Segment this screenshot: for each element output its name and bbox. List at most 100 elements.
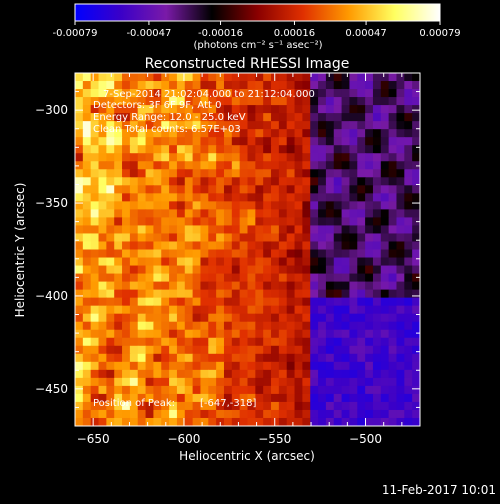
- heatmap-cell: [184, 113, 194, 122]
- heatmap-cell: [310, 393, 319, 403]
- heatmap-cell: [231, 273, 241, 283]
- heatmap-cell: [184, 137, 194, 146]
- heatmap-cell: [294, 265, 303, 275]
- heatmap-cell: [98, 353, 107, 363]
- heatmap-cell: [106, 305, 115, 315]
- heatmap-cell: [223, 81, 233, 90]
- heatmap-cell: [380, 105, 390, 114]
- heatmap-cell: [278, 353, 288, 363]
- heatmap-cell: [208, 105, 217, 114]
- heatmap-cell: [341, 273, 351, 283]
- heatmap-cell: [216, 313, 225, 323]
- heatmap-cell: [278, 361, 288, 371]
- heatmap-cell: [184, 105, 194, 114]
- heatmap-cell: [412, 169, 420, 178]
- heatmap-cell: [192, 153, 202, 162]
- heatmap-cell: [239, 185, 249, 194]
- heatmap-cell: [122, 409, 131, 419]
- heatmap-cell: [404, 129, 413, 138]
- heatmap-cell: [388, 313, 398, 323]
- heatmap-cell: [75, 209, 84, 219]
- heatmap-cell: [90, 393, 100, 403]
- heatmap-cell: [325, 249, 335, 259]
- heatmap-cell: [372, 177, 382, 186]
- heatmap-cell: [239, 297, 249, 307]
- heatmap-cell: [223, 73, 233, 82]
- heatmap-cell: [90, 137, 100, 146]
- heatmap-cell: [255, 129, 264, 138]
- heatmap-cell: [325, 353, 335, 363]
- heatmap-cell: [365, 113, 374, 122]
- heatmap-cell: [357, 185, 366, 194]
- heatmap-cell: [349, 81, 358, 90]
- heatmap-cell: [200, 209, 209, 219]
- heatmap-cell: [286, 385, 296, 395]
- heatmap-cell: [357, 297, 366, 307]
- heatmap-cell: [372, 193, 382, 202]
- heatmap-cell: [239, 193, 249, 202]
- heatmap-cell: [318, 89, 327, 98]
- heatmap-cell: [98, 233, 107, 243]
- heatmap-cell: [216, 409, 225, 419]
- heatmap-cell: [184, 385, 194, 395]
- heatmap-cell: [90, 273, 100, 283]
- heatmap-cell: [349, 305, 358, 315]
- heatmap-cell: [333, 121, 343, 130]
- heatmap-cell: [286, 241, 296, 251]
- heatmap-cell: [82, 105, 92, 114]
- footer-date: 11-Feb-2017 10:01: [382, 483, 496, 497]
- heatmap-cell: [302, 305, 311, 315]
- heatmap-cell: [341, 209, 351, 219]
- heatmap-cell: [192, 201, 202, 210]
- heatmap-cell: [255, 121, 264, 130]
- heatmap-cell: [412, 377, 420, 387]
- y-tick-label: −300: [35, 103, 68, 117]
- heatmap-cell: [114, 337, 123, 347]
- heatmap-cell: [263, 225, 272, 235]
- heatmap-cell: [396, 305, 405, 315]
- heatmap-cell: [153, 153, 162, 162]
- heatmap-cell: [325, 361, 335, 371]
- heatmap-cell: [216, 257, 225, 267]
- heatmap-cell: [200, 121, 209, 130]
- heatmap-cell: [404, 265, 413, 275]
- heatmap-cell: [114, 249, 123, 259]
- heatmap-cell: [349, 73, 358, 82]
- heatmap-cell: [310, 73, 319, 82]
- heatmap-cell: [294, 113, 303, 122]
- heatmap-cell: [380, 169, 390, 178]
- heatmap-cell: [412, 233, 420, 243]
- heatmap-cell: [247, 241, 256, 251]
- heatmap-cell: [310, 201, 319, 210]
- heatmap-cell: [231, 177, 241, 186]
- heatmap-cell: [239, 393, 249, 403]
- heatmap-cell: [278, 193, 288, 202]
- heatmap-cell: [412, 345, 420, 355]
- heatmap-cell: [333, 353, 343, 363]
- heatmap-cell: [223, 161, 233, 170]
- heatmap-cell: [192, 97, 202, 106]
- heatmap-cell: [98, 289, 107, 299]
- heatmap-cell: [247, 417, 256, 426]
- heatmap-cell: [365, 97, 374, 106]
- heatmap-cell: [200, 113, 209, 122]
- heatmap-cell: [184, 329, 194, 339]
- heatmap-cell: [192, 137, 202, 146]
- heatmap-cell: [278, 233, 288, 243]
- heatmap-cell: [208, 377, 217, 387]
- heatmap-cell: [129, 105, 139, 114]
- heatmap-cell: [239, 265, 249, 275]
- heatmap-cell: [325, 393, 335, 403]
- heatmap-cell: [247, 105, 256, 114]
- heatmap-cell: [106, 297, 115, 307]
- heatmap-cell: [129, 297, 139, 307]
- heatmap-cell: [129, 169, 139, 178]
- heatmap-cell: [271, 73, 280, 82]
- heatmap-cell: [263, 393, 272, 403]
- heatmap-cell: [231, 265, 241, 275]
- heatmap-cell: [114, 161, 123, 170]
- heatmap-cell: [200, 409, 209, 419]
- heatmap-cell: [271, 369, 280, 379]
- heatmap-cell: [153, 385, 162, 395]
- heatmap-cell: [184, 321, 194, 331]
